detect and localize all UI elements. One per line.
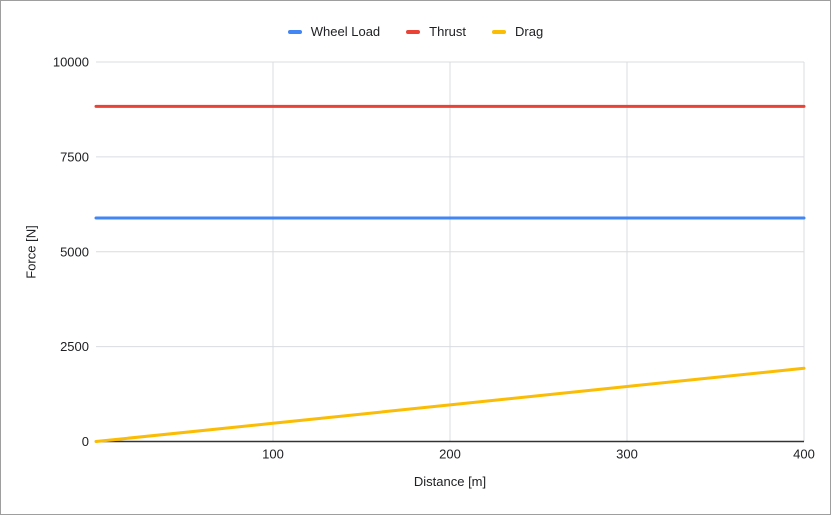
y-tick-label-10000: 10000 [53, 55, 89, 70]
x-tick-label-200: 200 [439, 447, 461, 462]
x-axis-title: Distance [m] [413, 474, 487, 489]
x-tick-label-400: 400 [793, 447, 815, 462]
y-tick-label-5000: 5000 [60, 244, 89, 259]
series-line-drag [94, 366, 806, 443]
x-tick-label-100: 100 [262, 447, 284, 462]
y-tick-label-2500: 2500 [60, 339, 89, 354]
y-axis-title: Force [N] [23, 225, 39, 279]
y-tick-label-0: 0 [82, 434, 89, 449]
y-tick-label-7500: 7500 [60, 149, 89, 164]
x-tick-label-300: 300 [616, 447, 638, 462]
